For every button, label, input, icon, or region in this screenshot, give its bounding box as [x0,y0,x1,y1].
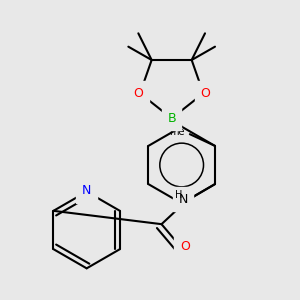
Text: H: H [175,190,182,200]
Text: me: me [169,128,185,137]
Text: O: O [200,87,210,100]
Text: B: B [167,112,176,125]
Text: O: O [180,240,190,253]
Text: N: N [178,193,188,206]
Text: N: N [82,184,92,197]
Text: O: O [134,87,143,100]
